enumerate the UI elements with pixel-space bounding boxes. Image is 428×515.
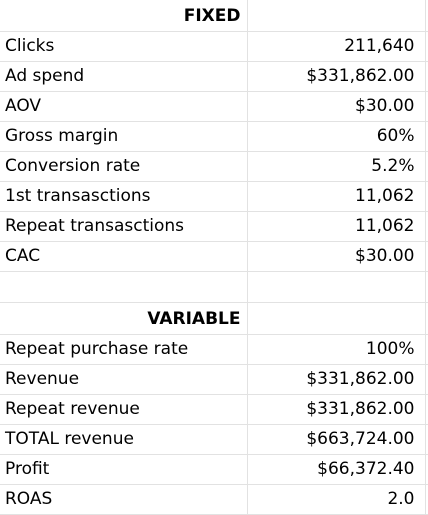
row-value[interactable]: $331,862.00 [247, 61, 426, 92]
grid-edge-cell [425, 91, 428, 122]
row-label[interactable]: Repeat revenue [0, 394, 248, 425]
table-row: CAC $30.00 [0, 241, 428, 272]
row-label[interactable]: Gross margin [0, 121, 248, 152]
row-label[interactable]: ROAS [0, 484, 248, 515]
grid-edge-cell [425, 121, 428, 152]
table-row: AOV $30.00 [0, 91, 428, 122]
grid-edge-cell [425, 394, 428, 425]
grid-edge-cell [425, 241, 428, 272]
table-row: Ad spend $331,862.00 [0, 61, 428, 92]
row-value[interactable]: 5.2% [247, 151, 426, 182]
table-row: Revenue $331,862.00 [0, 364, 428, 395]
grid-edge-cell [425, 302, 428, 335]
variable-section-heading[interactable]: VARIABLE [0, 302, 248, 335]
grid-edge-cell [425, 334, 428, 365]
table-row: Conversion rate 5.2% [0, 151, 428, 182]
grid-edge-cell [425, 271, 428, 303]
row-label[interactable]: Profit [0, 454, 248, 485]
fixed-section-heading[interactable]: FIXED [0, 0, 248, 32]
empty-cell[interactable] [247, 0, 426, 32]
row-label[interactable]: Repeat purchase rate [0, 334, 248, 365]
row-label[interactable]: AOV [0, 91, 248, 122]
table-row: ROAS 2.0 [0, 484, 428, 515]
row-label[interactable]: Conversion rate [0, 151, 248, 182]
grid-edge-cell [425, 0, 428, 32]
empty-cell[interactable] [0, 271, 248, 303]
table-row: Repeat revenue $331,862.00 [0, 394, 428, 425]
row-label[interactable]: 1st transasctions [0, 181, 248, 212]
row-label[interactable]: Repeat transasctions [0, 211, 248, 242]
table-row: Repeat purchase rate 100% [0, 334, 428, 365]
row-label[interactable]: Clicks [0, 31, 248, 62]
row-value[interactable]: 60% [247, 121, 426, 152]
row-value[interactable]: 2.0 [247, 484, 426, 515]
grid-edge-cell [425, 31, 428, 62]
empty-cell[interactable] [247, 271, 426, 303]
fixed-header-row: FIXED [0, 0, 428, 32]
table-row: TOTAL revenue $663,724.00 [0, 424, 428, 455]
table-row: Clicks 211,640 [0, 31, 428, 62]
grid-edge-cell [425, 151, 428, 182]
row-label[interactable]: TOTAL revenue [0, 424, 248, 455]
table-row: Gross margin 60% [0, 121, 428, 152]
row-value[interactable]: 100% [247, 334, 426, 365]
grid-edge-cell [425, 181, 428, 212]
row-value[interactable]: $331,862.00 [247, 394, 426, 425]
grid-edge-cell [425, 454, 428, 485]
row-label[interactable]: CAC [0, 241, 248, 272]
row-label[interactable]: Ad spend [0, 61, 248, 92]
row-value[interactable]: 11,062 [247, 181, 426, 212]
grid-edge-cell [425, 211, 428, 242]
table-row: 1st transasctions 11,062 [0, 181, 428, 212]
row-value[interactable]: 11,062 [247, 211, 426, 242]
row-value[interactable]: $663,724.00 [247, 424, 426, 455]
table-row: Repeat transasctions 11,062 [0, 211, 428, 242]
grid-edge-cell [425, 61, 428, 92]
row-value[interactable]: $331,862.00 [247, 364, 426, 395]
row-value[interactable]: $30.00 [247, 241, 426, 272]
grid-edge-cell [425, 364, 428, 395]
row-value[interactable]: 211,640 [247, 31, 426, 62]
grid-edge-cell [425, 424, 428, 455]
row-value[interactable]: $66,372.40 [247, 454, 426, 485]
empty-row [0, 271, 428, 303]
row-label[interactable]: Revenue [0, 364, 248, 395]
table-row: Profit $66,372.40 [0, 454, 428, 485]
empty-cell[interactable] [247, 302, 426, 335]
variable-header-row: VARIABLE [0, 302, 428, 335]
row-value[interactable]: $30.00 [247, 91, 426, 122]
